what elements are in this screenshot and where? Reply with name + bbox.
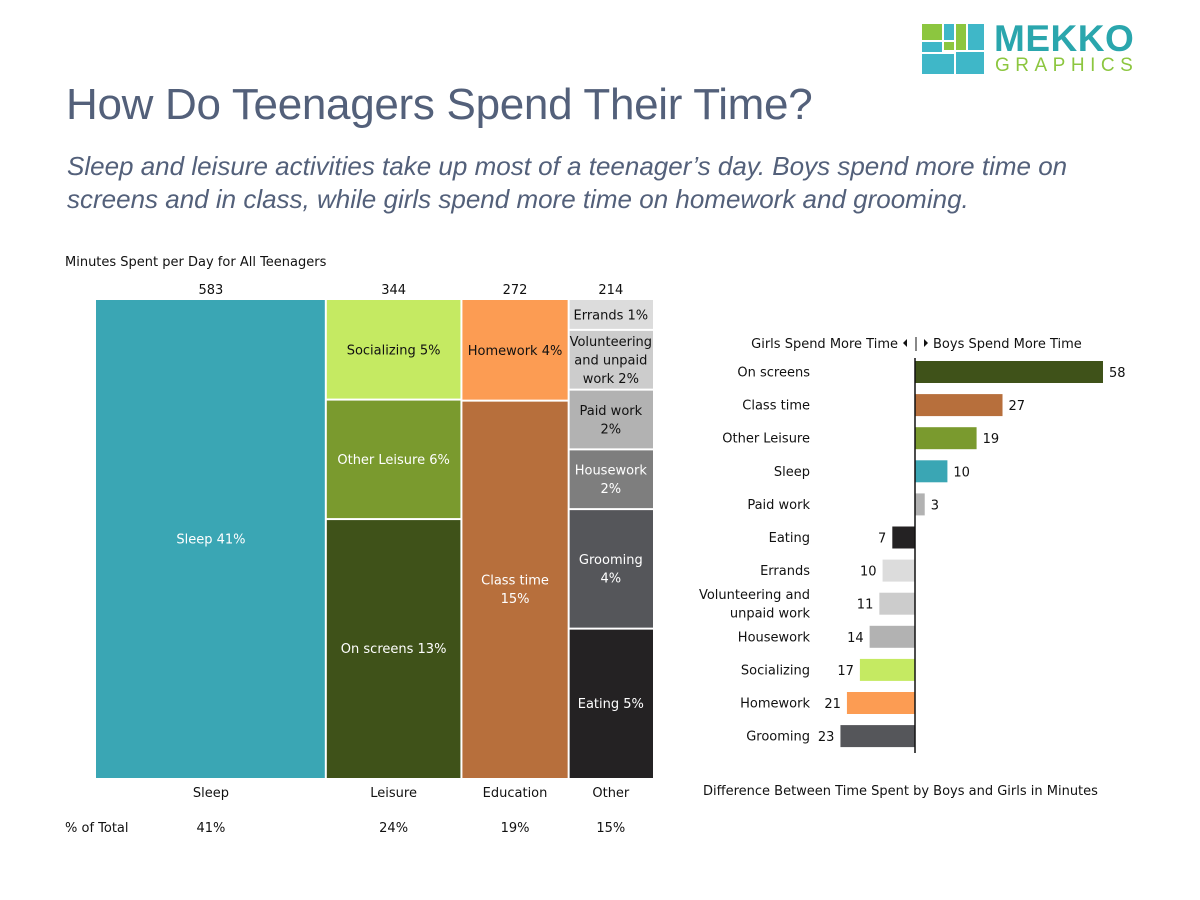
diff-bar-value: 3 <box>931 498 939 513</box>
diff-bar-value: 21 <box>824 697 841 712</box>
column-share-label: 19% <box>501 821 530 836</box>
column-share-label: 24% <box>379 821 408 836</box>
mekko-segment <box>569 390 653 449</box>
column-total-label: 344 <box>381 283 406 298</box>
mekko-segment <box>326 520 461 778</box>
diff-bar <box>869 625 915 648</box>
diff-bar-value: 23 <box>818 730 835 745</box>
category-label: Eating <box>769 531 810 546</box>
mekko-segment <box>462 300 568 400</box>
column-name-label: Education <box>483 786 548 801</box>
diff-bar <box>915 394 1003 417</box>
category-label: Housework <box>738 630 811 645</box>
column-share-label: 15% <box>596 821 625 836</box>
category-label: Socializing <box>741 663 810 678</box>
category-label: Class time <box>742 399 810 414</box>
column-total-label: 583 <box>198 283 223 298</box>
mekko-segment-label: Socializing 5% <box>347 343 441 358</box>
logo-word-mekko: MEKKO <box>994 18 1135 59</box>
page-subtitle: Sleep and leisure activities take up mos… <box>67 151 1068 214</box>
column-share-label: 41% <box>196 821 225 836</box>
diff-bar-value: 10 <box>953 465 970 480</box>
diff-bar-value: 19 <box>983 432 1000 447</box>
diff-bar-value: 10 <box>860 565 877 580</box>
diff-bar-value: 17 <box>837 664 854 679</box>
diff-bar <box>915 460 948 483</box>
diff-bar <box>882 559 915 582</box>
diff-bar <box>859 658 915 681</box>
mekko-segment-label: Other Leisure 6% <box>337 453 450 468</box>
category-label: Paid work <box>747 498 810 513</box>
mekko-segment <box>569 629 653 778</box>
mekko-segment-label: Volunteering and unpaid work 2% <box>570 335 652 387</box>
category-label: Volunteering and unpaid work <box>699 588 811 622</box>
mekko-graphics-logo: MEKKO GRAPHICS <box>922 18 1172 78</box>
row-label-percent-total: % of Total <box>65 821 129 836</box>
category-label: Sleep <box>774 465 810 480</box>
diff-bar-value: 11 <box>857 598 874 613</box>
mekko-segment-label: Paid work 2% <box>579 404 642 437</box>
header-girls-more: Girls Spend More Time <box>751 337 898 352</box>
mekko-segment-label: Housework 2% <box>575 464 648 497</box>
mekko-segment <box>326 400 461 519</box>
mekko-chart-title: Minutes Spent per Day for All Teenagers <box>65 255 327 270</box>
category-label: Errands <box>760 564 810 579</box>
column-name-label: Sleep <box>193 786 229 801</box>
column-name-label: Other <box>592 786 630 801</box>
mekko-segment-label: Errands 1% <box>573 308 648 323</box>
diff-chart-xlabel: Difference Between Time Spent by Boys an… <box>703 784 1098 799</box>
diff-bar-value: 27 <box>1009 399 1026 414</box>
mekko-segment <box>569 300 653 329</box>
mekko-segment <box>569 510 653 628</box>
column-name-label: Leisure <box>370 786 417 801</box>
category-label: On screens <box>737 366 810 381</box>
diff-bar-value: 58 <box>1109 366 1126 381</box>
diff-bar <box>879 592 915 615</box>
logo-mark-icon <box>922 24 984 74</box>
mekko-segment <box>96 300 325 778</box>
diff-bar <box>840 725 915 748</box>
page-title: How Do Teenagers Spend Their Time? <box>66 80 813 129</box>
diff-bar-value: 14 <box>847 631 864 646</box>
mekko-segment <box>326 300 461 399</box>
column-total-label: 214 <box>598 283 623 298</box>
header-boys-more: Boys Spend More Time <box>933 337 1082 352</box>
logo-word-graphics: GRAPHICS <box>995 55 1139 76</box>
column-total-label: 272 <box>503 283 528 298</box>
diff-bar <box>846 692 915 714</box>
mekko-segment-label: Sleep 41% <box>176 533 245 548</box>
mekko-segment-label: Eating 5% <box>578 697 644 712</box>
mekko-segment-label: Grooming 4% <box>579 553 643 586</box>
diff-bar <box>892 526 915 549</box>
mekko-segment-label: On screens 13% <box>341 642 447 657</box>
arrow-right-icon <box>924 339 928 347</box>
diff-bar <box>915 427 977 450</box>
mekko-segment-label: Homework 4% <box>468 344 563 359</box>
diff-bar <box>915 493 925 516</box>
mekko-segment <box>569 450 653 509</box>
arrow-left-icon <box>903 339 907 347</box>
diff-bar-value: 7 <box>878 532 886 547</box>
mekko-segment-label: Class time 15% <box>481 574 549 607</box>
diff-bar <box>915 361 1103 383</box>
category-label: Other Leisure <box>722 432 810 447</box>
category-label: Grooming <box>746 730 810 745</box>
mekko-segment <box>462 401 568 778</box>
category-label: Homework <box>740 697 810 712</box>
mekko-segment <box>569 330 653 389</box>
